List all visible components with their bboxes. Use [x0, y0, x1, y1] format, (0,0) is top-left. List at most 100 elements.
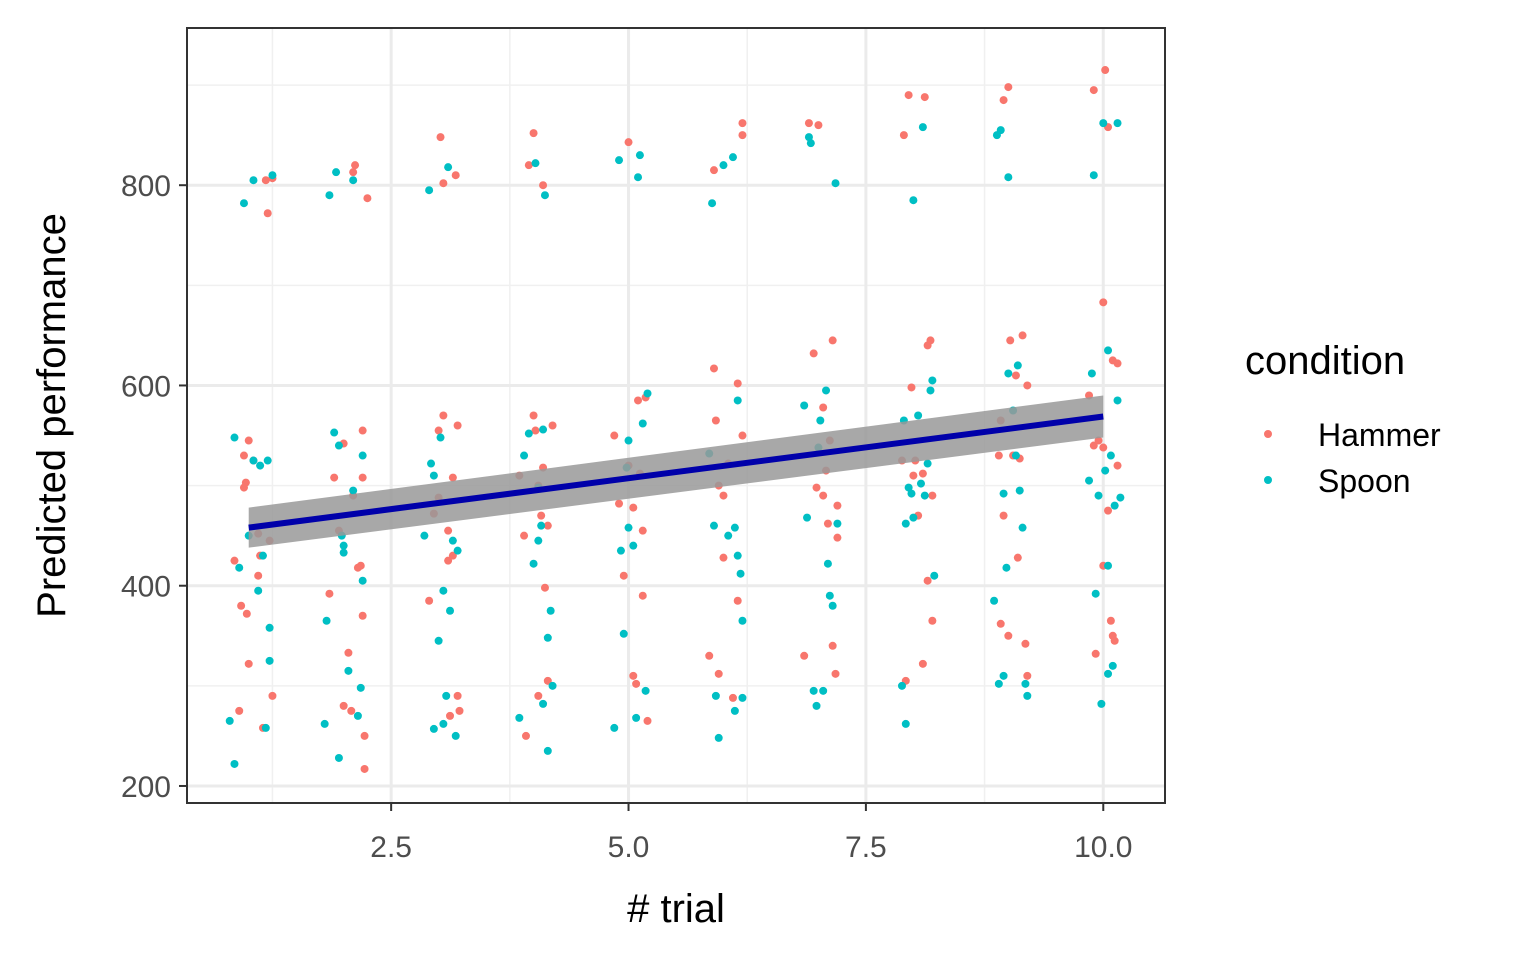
- data-point-spoon: [1099, 119, 1108, 128]
- legend-label-hammer: Hammer: [1318, 417, 1441, 453]
- data-point-hammer: [534, 691, 543, 700]
- data-point-spoon: [524, 429, 533, 438]
- data-point-spoon: [425, 186, 434, 195]
- data-point-hammer: [907, 383, 916, 392]
- data-point-hammer: [358, 611, 367, 620]
- data-point-spoon: [334, 753, 343, 762]
- data-point-spoon: [529, 559, 538, 568]
- data-point-hammer: [439, 411, 448, 420]
- x-tick-label: 2.5: [370, 831, 412, 864]
- data-point-spoon: [230, 433, 239, 442]
- data-point-spoon: [546, 606, 555, 615]
- data-point-spoon: [254, 586, 263, 595]
- data-point-hammer: [643, 716, 652, 725]
- data-point-spoon: [436, 433, 445, 442]
- data-point-hammer: [539, 181, 548, 190]
- data-point-spoon: [515, 713, 524, 722]
- plot-panel-border: [186, 27, 1166, 804]
- data-point-hammer: [261, 176, 270, 185]
- data-point-hammer: [809, 349, 818, 358]
- data-point-spoon: [230, 759, 239, 768]
- data-point-spoon: [1091, 589, 1100, 598]
- data-point-hammer: [909, 471, 918, 480]
- data-point-hammer: [239, 483, 248, 492]
- data-point-spoon: [996, 126, 1005, 135]
- data-point-spoon: [540, 191, 549, 200]
- data-point-hammer: [733, 379, 742, 388]
- data-point-spoon: [823, 559, 832, 568]
- data-point-hammer: [833, 501, 842, 510]
- data-point-spoon: [634, 173, 643, 182]
- data-point-spoon: [641, 686, 650, 695]
- data-point-hammer: [624, 138, 633, 147]
- data-point-hammer: [444, 526, 453, 535]
- data-point-hammer: [1099, 443, 1108, 452]
- x-tick-label: 7.5: [845, 831, 887, 864]
- data-point-spoon: [733, 551, 742, 560]
- data-point-hammer: [425, 596, 434, 605]
- data-point-hammer: [814, 121, 823, 130]
- data-point-spoon: [358, 576, 367, 585]
- data-point-hammer: [363, 194, 372, 203]
- y-tick-label: 400: [121, 571, 171, 604]
- data-point-hammer: [446, 711, 455, 720]
- data-point-spoon: [629, 541, 638, 550]
- data-point-hammer: [800, 651, 809, 660]
- data-point-spoon: [1104, 669, 1113, 678]
- data-point-spoon: [994, 679, 1003, 688]
- data-point-hammer: [1018, 331, 1027, 340]
- data-point-spoon: [920, 491, 929, 500]
- data-point-hammer: [254, 571, 263, 580]
- data-point-spoon: [453, 546, 462, 555]
- data-point-hammer: [638, 591, 647, 600]
- data-point-spoon: [339, 548, 348, 557]
- data-point-hammer: [1089, 86, 1098, 95]
- data-point-hammer: [330, 473, 339, 482]
- data-point-hammer: [632, 679, 641, 688]
- data-point-spoon: [1094, 491, 1103, 500]
- data-point-hammer: [709, 166, 718, 175]
- data-point-spoon: [904, 483, 913, 492]
- data-point-hammer: [1099, 298, 1108, 307]
- data-point-hammer: [819, 403, 828, 412]
- data-point-hammer: [1106, 616, 1115, 625]
- data-point-hammer: [453, 691, 462, 700]
- data-point-hammer: [1011, 371, 1020, 380]
- data-point-hammer: [244, 659, 253, 668]
- data-point-spoon: [225, 716, 234, 725]
- data-point-spoon: [914, 411, 923, 420]
- data-point-hammer: [436, 133, 445, 142]
- data-point-hammer: [999, 511, 1008, 520]
- data-point-spoon: [632, 713, 641, 722]
- data-point-spoon: [358, 451, 367, 460]
- data-point-spoon: [733, 396, 742, 405]
- data-point-spoon: [819, 686, 828, 695]
- data-point-hammer: [918, 469, 927, 478]
- data-point-spoon: [1004, 173, 1013, 182]
- data-point-spoon: [330, 428, 339, 437]
- data-point-spoon: [434, 636, 443, 645]
- data-point-spoon: [831, 179, 840, 188]
- data-point-hammer: [994, 451, 1003, 460]
- data-point-spoon: [320, 719, 329, 728]
- legend-key-spoon: [1264, 476, 1272, 484]
- data-point-spoon: [736, 569, 745, 578]
- data-point-spoon: [930, 571, 939, 580]
- legend-key-hammer: [1264, 430, 1272, 438]
- data-point-hammer: [719, 553, 728, 562]
- data-point-hammer: [1101, 66, 1110, 75]
- data-point-spoon: [923, 459, 932, 468]
- data-point-spoon: [322, 616, 331, 625]
- data-point-hammer: [833, 533, 842, 542]
- data-point-hammer: [1013, 553, 1022, 562]
- data-point-spoon: [624, 436, 633, 445]
- data-point-hammer: [634, 396, 643, 405]
- data-point-spoon: [258, 551, 267, 560]
- series-spoon: [225, 119, 1125, 768]
- data-point-spoon: [926, 386, 935, 395]
- data-point-spoon: [635, 151, 644, 160]
- data-point-spoon: [816, 416, 825, 425]
- data-point-spoon: [616, 546, 625, 555]
- data-point-hammer: [344, 648, 353, 657]
